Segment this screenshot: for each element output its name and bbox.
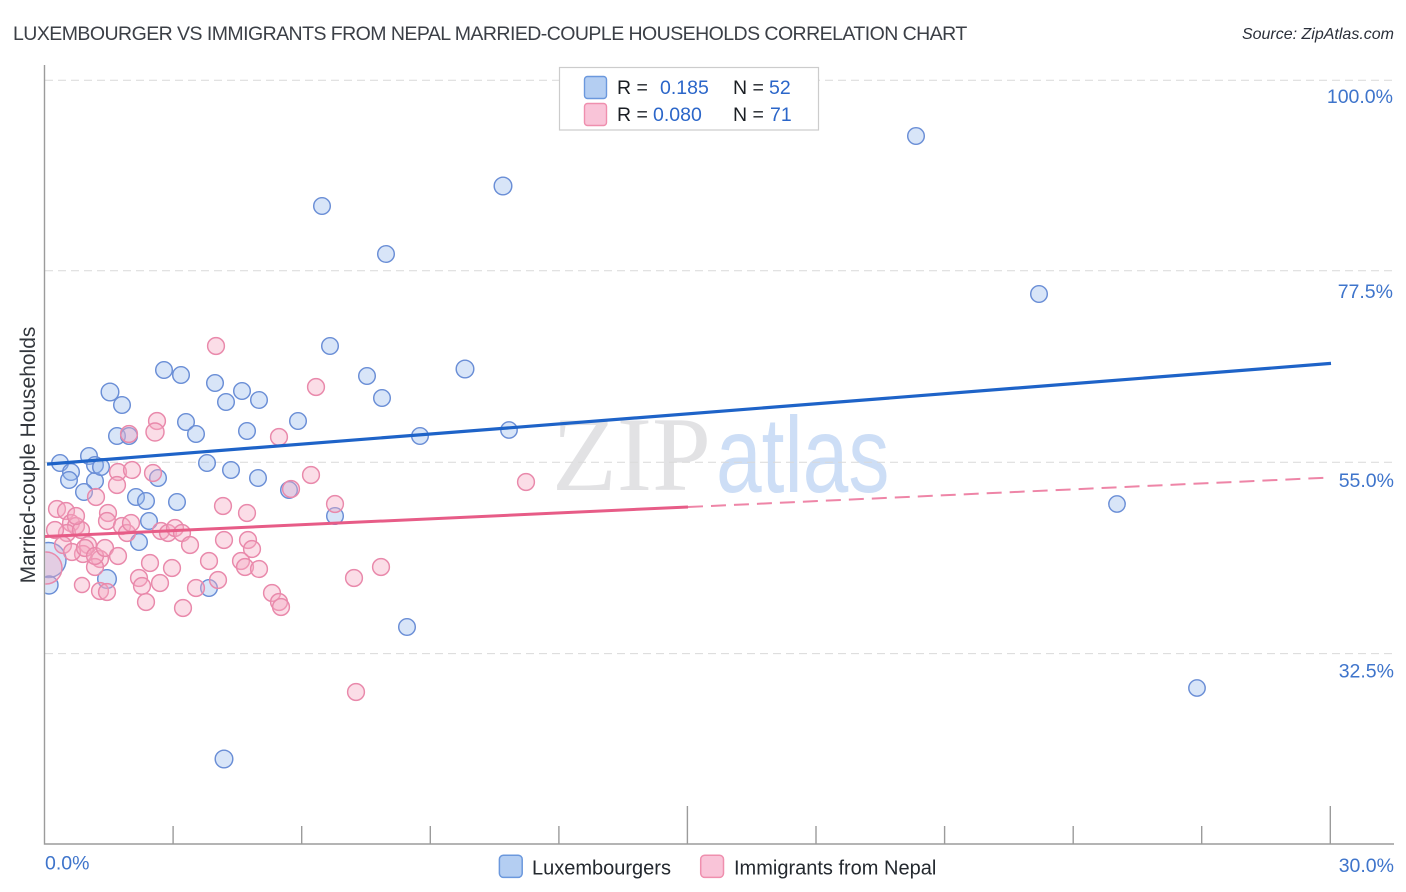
svg-text:R =: R = bbox=[617, 77, 648, 99]
svg-text:Married-couple Households: Married-couple Households bbox=[17, 327, 40, 584]
svg-text:N =: N = bbox=[733, 104, 764, 126]
svg-text:Immigrants from Nepal: Immigrants from Nepal bbox=[734, 858, 936, 880]
svg-text:R =: R = bbox=[617, 104, 648, 126]
svg-text:55.0%: 55.0% bbox=[1339, 470, 1394, 492]
svg-text:N =: N = bbox=[733, 77, 764, 99]
svg-text:Source: ZipAtlas.com: Source: ZipAtlas.com bbox=[1242, 26, 1394, 43]
svg-text:Luxembourgers: Luxembourgers bbox=[532, 858, 671, 880]
svg-text:0.185: 0.185 bbox=[660, 77, 709, 99]
svg-text:77.5%: 77.5% bbox=[1338, 281, 1393, 303]
svg-text:52: 52 bbox=[769, 77, 791, 99]
svg-text:LUXEMBOURGER VS IMMIGRANTS FRO: LUXEMBOURGER VS IMMIGRANTS FROM NEPAL MA… bbox=[13, 23, 967, 45]
svg-text:30.0%: 30.0% bbox=[1339, 855, 1394, 877]
svg-text:71: 71 bbox=[770, 104, 792, 126]
svg-text:32.5%: 32.5% bbox=[1339, 661, 1394, 683]
svg-text:0.080: 0.080 bbox=[653, 104, 702, 126]
svg-text:100.0%: 100.0% bbox=[1327, 86, 1393, 108]
svg-text:atlas: atlas bbox=[716, 395, 889, 515]
svg-text:0.0%: 0.0% bbox=[45, 853, 89, 875]
